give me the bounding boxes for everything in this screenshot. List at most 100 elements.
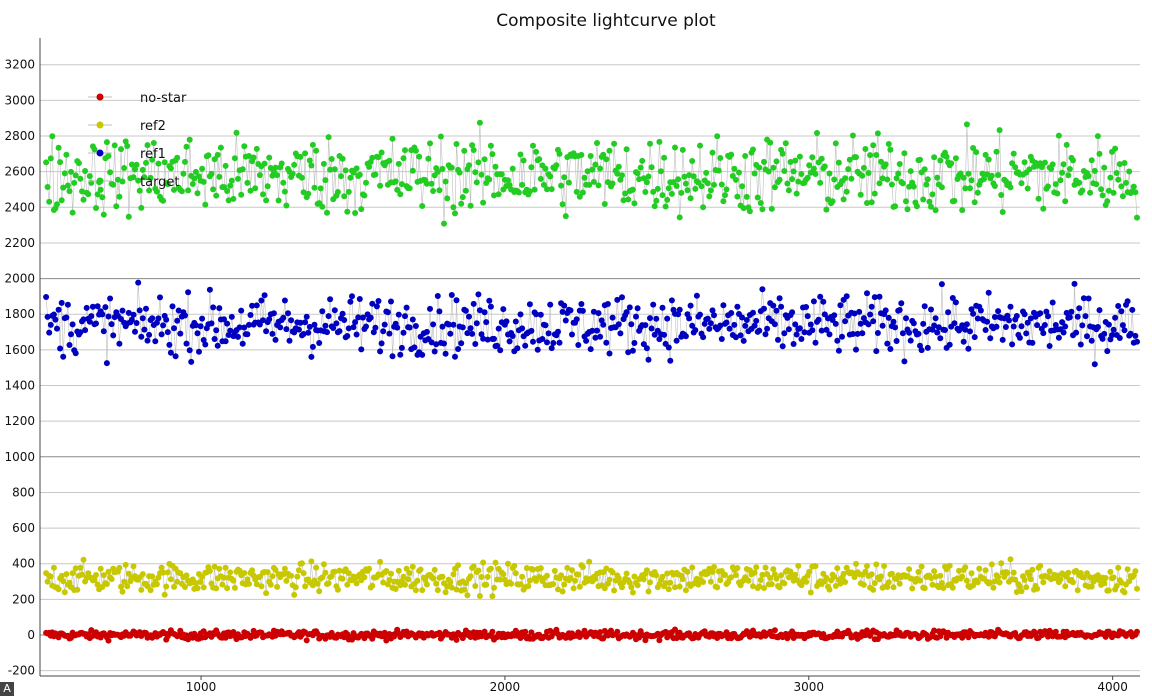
data-point-target [672, 144, 678, 151]
legend-marker-target [96, 177, 104, 185]
data-point-ref2 [937, 572, 944, 579]
data-point-no-star [959, 634, 966, 641]
data-point-target [1134, 214, 1140, 221]
data-point-ref1 [987, 335, 994, 342]
data-point-target [378, 149, 385, 156]
data-point-target [430, 188, 437, 194]
data-point-ref1 [1060, 329, 1067, 336]
data-point-ref1 [169, 303, 176, 310]
axes: -200 0 200 400 600 800 1000 1200 1400 1600 1800 200… [4, 38, 1140, 694]
data-point-ref1 [817, 293, 824, 300]
data-point-ref1 [631, 340, 638, 346]
data-point-ref1 [815, 316, 822, 323]
data-point-ref1 [447, 330, 454, 337]
data-point-target [250, 154, 257, 161]
data-point-ref1 [870, 318, 877, 325]
data-point-ref1 [166, 341, 173, 348]
data-point-target [1009, 160, 1016, 167]
data-point-target [676, 214, 683, 221]
series-target [43, 119, 1140, 227]
data-point-ref2 [806, 568, 813, 575]
data-point-ref1 [756, 327, 763, 334]
data-point-ref2 [832, 583, 839, 589]
data-point-ref1 [879, 322, 886, 329]
data-point-ref1 [594, 327, 600, 334]
data-point-target [505, 177, 511, 184]
data-point-ref2 [567, 575, 574, 581]
data-point-ref1 [859, 330, 866, 337]
data-point-ref1 [1115, 303, 1122, 309]
data-point-ref2 [896, 580, 903, 587]
data-point-target [995, 172, 1002, 178]
data-point-ref1 [740, 337, 747, 344]
data-point-ref2 [1132, 568, 1139, 575]
data-point-target [556, 150, 563, 157]
data-point-ref1 [661, 331, 668, 338]
data-point-target [60, 184, 67, 191]
data-point-ref2 [299, 560, 305, 567]
data-point-ref2 [50, 564, 57, 571]
data-point-target [260, 191, 266, 198]
data-point-target [481, 156, 488, 163]
data-point-target [795, 178, 802, 185]
data-point-target [664, 196, 671, 203]
data-point-ref1 [1085, 295, 1092, 302]
data-point-target [709, 149, 716, 156]
data-point-ref1 [470, 300, 477, 307]
data-point-ref1 [604, 301, 611, 307]
data-point-ref2 [884, 584, 891, 590]
data-point-target [831, 176, 838, 183]
data-point-target [530, 142, 536, 149]
data-point-target [862, 146, 869, 152]
data-point-ref1 [58, 299, 65, 306]
data-point-ref1 [344, 333, 351, 339]
data-point-ref1 [1129, 306, 1136, 313]
data-point-target [361, 192, 368, 199]
data-point-ref1 [183, 340, 190, 347]
data-point-ref2 [508, 580, 515, 587]
data-point-target [1035, 195, 1042, 202]
data-point-target [682, 180, 689, 187]
data-point-ref1 [450, 321, 457, 328]
data-point-ref2 [512, 570, 519, 577]
data-point-ref2 [1037, 562, 1044, 569]
data-point-ref1 [171, 325, 177, 332]
data-point-ref1 [149, 315, 156, 322]
data-point-ref1 [441, 340, 447, 347]
data-point-ref1 [116, 340, 123, 347]
data-point-target [266, 154, 273, 161]
data-point-ref2 [433, 580, 440, 587]
data-point-ref2 [388, 570, 394, 577]
data-point-target [192, 168, 199, 175]
data-point-target [82, 168, 89, 174]
data-point-target [767, 139, 774, 146]
data-point-ref2 [386, 577, 393, 583]
data-point-target [943, 153, 950, 160]
data-point-target [740, 205, 747, 212]
data-point-ref2 [431, 566, 438, 573]
data-point-ref2 [579, 564, 586, 570]
data-point-ref2 [402, 581, 408, 588]
data-point-ref1 [500, 306, 507, 313]
data-point-target [1098, 186, 1105, 193]
data-point-target [280, 179, 287, 186]
data-point-ref1 [133, 320, 140, 326]
data-point-ref2 [823, 574, 830, 581]
data-point-ref2 [717, 577, 724, 584]
data-point-ref1 [442, 350, 449, 357]
data-point-ref2 [63, 571, 70, 578]
data-point-target [1094, 133, 1101, 140]
data-point-ref2 [619, 584, 625, 591]
data-point-ref2 [103, 581, 110, 587]
data-point-ref1 [244, 331, 251, 338]
data-point-ref2 [956, 567, 962, 574]
data-point-ref2 [862, 568, 869, 575]
data-point-ref1 [942, 327, 948, 333]
data-point-ref2 [194, 585, 201, 592]
data-point-target [817, 179, 824, 186]
data-point-ref2 [206, 568, 213, 574]
data-point-ref2 [511, 562, 518, 569]
data-point-ref1 [177, 330, 184, 337]
data-point-ref1 [494, 342, 501, 349]
data-point-ref1 [803, 304, 810, 310]
